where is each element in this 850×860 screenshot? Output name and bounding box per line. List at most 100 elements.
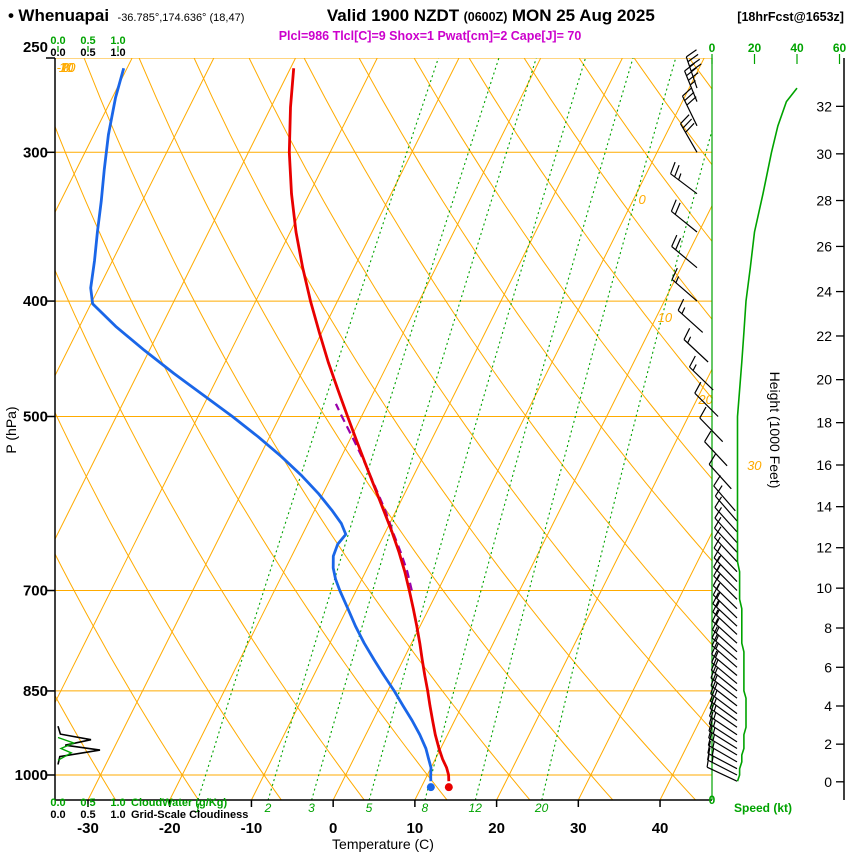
wind-barb xyxy=(679,114,698,153)
wind-barbs xyxy=(670,49,738,782)
station-coords: -36.785°,174.636° (18,47) xyxy=(117,12,245,24)
temperature-surface-dot xyxy=(444,783,453,792)
pressure-tick-label: 700 xyxy=(23,583,48,600)
dry-adiabat-label: 0 xyxy=(62,60,70,75)
cloudwater-curve xyxy=(57,736,76,761)
wind-barb xyxy=(688,355,714,391)
valid-time-utc: (0600Z) xyxy=(463,10,508,24)
height-tick-label: 30 xyxy=(816,146,832,162)
sounding-parameters: Plcl=986 Tlcl[C]=9 Shox=1 Pwat[cm]=2 Cap… xyxy=(278,29,582,43)
height-axis-label: Height (1000 Feet) xyxy=(767,372,783,489)
temperature-tick-label: -10 xyxy=(241,820,263,837)
cloudwater-scale-bottom: 1.0 xyxy=(110,797,125,809)
wind-barb xyxy=(699,406,724,443)
cloudiness-curve xyxy=(57,725,101,765)
temperature-tick-label: -30 xyxy=(77,820,99,837)
height-tick-label: 18 xyxy=(816,415,832,431)
height-tick-label: 6 xyxy=(824,659,832,675)
height-tick-label: 22 xyxy=(816,328,832,344)
wind-barb xyxy=(713,536,738,573)
pressure-tick-label: 1000 xyxy=(15,767,48,784)
temperature-tick-label: 40 xyxy=(652,820,669,837)
pressure-tick-label: 400 xyxy=(23,293,48,310)
wind-barb xyxy=(713,516,738,553)
height-tick-label: 4 xyxy=(824,698,832,714)
wind-barb xyxy=(714,496,738,533)
dewpoint-surface-dot xyxy=(426,783,435,792)
pressure-tick-label: 300 xyxy=(23,144,48,161)
wind-barb xyxy=(683,328,709,363)
speed-tick-label: 0 xyxy=(709,41,716,55)
height-tick-label: 26 xyxy=(816,238,832,254)
cloudiness-legend: Grid-Scale Cloudiness xyxy=(131,809,248,821)
wind-barb xyxy=(711,642,738,676)
wind-barb xyxy=(671,267,698,302)
height-tick-label: 16 xyxy=(816,457,832,473)
dry-adiabat-label: -20 xyxy=(57,60,77,75)
height-tick-label: 10 xyxy=(816,580,832,596)
speed-axis-label: Speed (kt) xyxy=(734,801,792,815)
pressure-axis-label: P (hPa) xyxy=(3,406,19,453)
pressure-tick-label: 850 xyxy=(23,683,48,700)
speed-tick-label: 20 xyxy=(748,41,762,55)
valid-time-group: Valid 1900 NZDT (0600Z) MON 25 Aug 2025 xyxy=(327,6,655,26)
wind-barb xyxy=(670,161,698,195)
dry-adiabat-label: -10 xyxy=(57,60,77,75)
isotherm-label: 30 xyxy=(747,458,762,473)
mixing-ratio-label: 8 xyxy=(421,801,428,815)
cloudwater-scale-top: 0.0 xyxy=(50,35,65,47)
wind-barb xyxy=(704,430,728,467)
cloudiness-scale-bottom: 1.0 xyxy=(110,809,125,821)
temperature-tick-label: 30 xyxy=(570,820,587,837)
temperature-tick-label: -20 xyxy=(159,820,181,837)
height-tick-label: 2 xyxy=(824,736,832,752)
cloudwater-legend: CloudWater (g/Kg) xyxy=(131,797,227,809)
valid-date: MON 25 Aug 2025 xyxy=(511,6,655,25)
skewt-grid xyxy=(55,58,712,800)
mixing-ratio-label: 1 xyxy=(194,801,201,815)
cloudiness-scale-bottom: 0.5 xyxy=(80,809,95,821)
height-tick-label: 32 xyxy=(816,98,832,114)
sounding-profiles xyxy=(57,67,451,782)
pressure-tick-label: 250 xyxy=(23,39,48,56)
speed-zero-label: 0 xyxy=(709,793,716,807)
cloudiness-scale-top: 1.0 xyxy=(110,47,125,59)
temperature-curve xyxy=(287,68,451,782)
mixing-ratio-label: 3 xyxy=(308,801,315,815)
mixing-ratio-label: 12 xyxy=(469,801,483,815)
height-tick-label: 28 xyxy=(816,193,832,209)
pressure-tick-label: 500 xyxy=(23,408,48,425)
dewpoint-curve xyxy=(89,67,433,782)
wind-barb xyxy=(712,592,738,627)
speed-tick-label: 40 xyxy=(790,41,804,55)
mixing-ratio-label: 2 xyxy=(264,801,272,815)
height-tick-label: 20 xyxy=(816,372,832,388)
wind-barb xyxy=(681,87,698,127)
cloudiness-scale-top: 0.0 xyxy=(50,47,65,59)
wind-barb xyxy=(711,609,738,644)
wind-barb xyxy=(670,199,698,233)
cloudiness-scale-bottom: 0.0 xyxy=(50,809,65,821)
isotherm-label: 20 xyxy=(697,392,713,407)
temperature-tick-label: 20 xyxy=(488,820,505,837)
station-bullet: • xyxy=(8,6,14,25)
height-tick-label: 12 xyxy=(816,540,832,556)
station-name: Whenuapai xyxy=(18,6,110,25)
cloudwater-scale-bottom: 0.5 xyxy=(80,797,95,809)
dry-adiabat-label: 10 xyxy=(59,60,74,75)
forecast-hour-label: [18hrFcst@1653z] xyxy=(737,10,844,24)
wind-barb xyxy=(685,49,702,89)
wind-barb xyxy=(714,507,738,544)
mixing-ratio-label: 5 xyxy=(366,801,373,815)
height-tick-label: 14 xyxy=(816,499,832,515)
height-tick-label: 8 xyxy=(824,620,832,636)
height-tick-label: 0 xyxy=(824,774,832,790)
wind-barb xyxy=(694,381,719,417)
wind-barb xyxy=(713,475,736,512)
wind-barb xyxy=(710,681,738,715)
isotherm-label: 10 xyxy=(658,310,673,325)
temperature-tick-label: 0 xyxy=(329,820,337,837)
